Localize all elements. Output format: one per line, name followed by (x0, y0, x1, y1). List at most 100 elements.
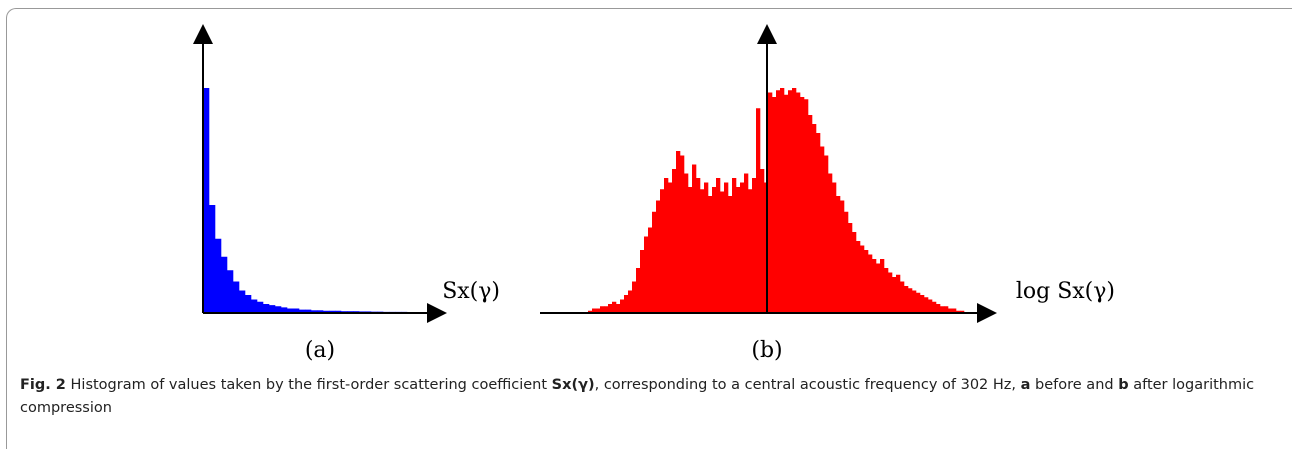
bar (281, 307, 288, 313)
bar (612, 301, 617, 313)
caption-label: Fig. 2 (20, 377, 66, 393)
bar (257, 301, 264, 313)
bar (652, 211, 657, 313)
bar (740, 182, 745, 313)
caption-symbol: Sx(γ) (551, 377, 595, 393)
bar (700, 189, 705, 313)
bar (804, 99, 809, 313)
bar (900, 281, 905, 313)
bar (892, 277, 897, 313)
bar (884, 268, 889, 313)
bar (221, 256, 228, 313)
bar (748, 189, 753, 313)
bar (620, 299, 625, 313)
bar (880, 259, 885, 313)
bar (616, 304, 621, 313)
bar (832, 182, 837, 313)
bar (664, 178, 669, 313)
bar (808, 115, 813, 313)
bar (720, 191, 725, 313)
bar (912, 290, 917, 313)
bar (848, 223, 853, 313)
bar (948, 308, 953, 313)
bar (588, 310, 593, 313)
bar (668, 182, 673, 313)
bar (728, 196, 733, 313)
bar (209, 205, 216, 313)
bar (329, 310, 336, 313)
bar (872, 259, 877, 313)
bar (676, 151, 681, 313)
bar (323, 310, 330, 313)
bar (600, 306, 605, 313)
bar (596, 308, 601, 313)
bar (311, 310, 318, 313)
bar (269, 305, 276, 313)
bar (592, 308, 597, 313)
bar (752, 178, 757, 313)
bar (800, 97, 805, 313)
bar (317, 310, 324, 313)
bar (860, 245, 865, 313)
bar (632, 281, 637, 313)
bar (287, 308, 294, 313)
x-axis-label: log Sx(γ) (1016, 279, 1115, 304)
bar (876, 263, 881, 313)
bar (856, 241, 861, 313)
figure-frame (6, 8, 1292, 449)
caption-panel: a (1020, 377, 1031, 393)
caption-text: , corresponding to a central acoustic fr… (594, 377, 1021, 393)
bar (840, 200, 845, 313)
bar (239, 290, 246, 313)
bar (251, 299, 258, 313)
figure: Sx(γ) (a) log Sx(γ) (b) (193, 24, 1115, 363)
bar (305, 309, 312, 313)
bar (952, 308, 957, 313)
bar (335, 310, 342, 313)
bar (656, 200, 661, 313)
bar (744, 173, 749, 313)
bar (928, 299, 933, 313)
bar (816, 133, 821, 313)
bar (864, 250, 869, 313)
bar (275, 306, 282, 313)
bar (245, 295, 252, 313)
bar (628, 290, 633, 313)
bar (776, 90, 781, 313)
bar (732, 178, 737, 313)
bar (708, 196, 713, 313)
bar (784, 94, 789, 313)
bar (796, 92, 801, 313)
bar (812, 124, 817, 313)
caption-text: Histogram of values taken by the first-o… (65, 377, 552, 393)
bar (648, 227, 653, 313)
bar (780, 88, 785, 313)
bar (227, 270, 234, 313)
bar (299, 309, 306, 313)
bar (920, 295, 925, 313)
bar (824, 155, 829, 313)
caption-panel: b (1118, 377, 1129, 393)
bar (263, 304, 270, 313)
bar (820, 146, 825, 313)
bar (904, 286, 909, 313)
page: Sx(γ) (a) log Sx(γ) (b) Fig. 2 Histogram of… (6, 8, 1292, 449)
bar (203, 88, 210, 313)
bar (688, 187, 693, 313)
bar (940, 306, 945, 313)
caption-text: before and (1030, 377, 1119, 393)
bar (908, 288, 913, 313)
bar (604, 306, 609, 313)
bar (716, 178, 721, 313)
bar (724, 182, 729, 313)
bar (768, 92, 773, 313)
bar (712, 187, 717, 313)
caption-text: after logarithmic compression (20, 377, 1255, 416)
bar (680, 155, 685, 313)
bar (792, 88, 797, 313)
bar (944, 306, 949, 313)
caption: Fig. 2 Histogram of values taken by the … (20, 374, 1270, 420)
bar (828, 173, 833, 313)
bar (233, 281, 240, 313)
bar (760, 169, 765, 313)
